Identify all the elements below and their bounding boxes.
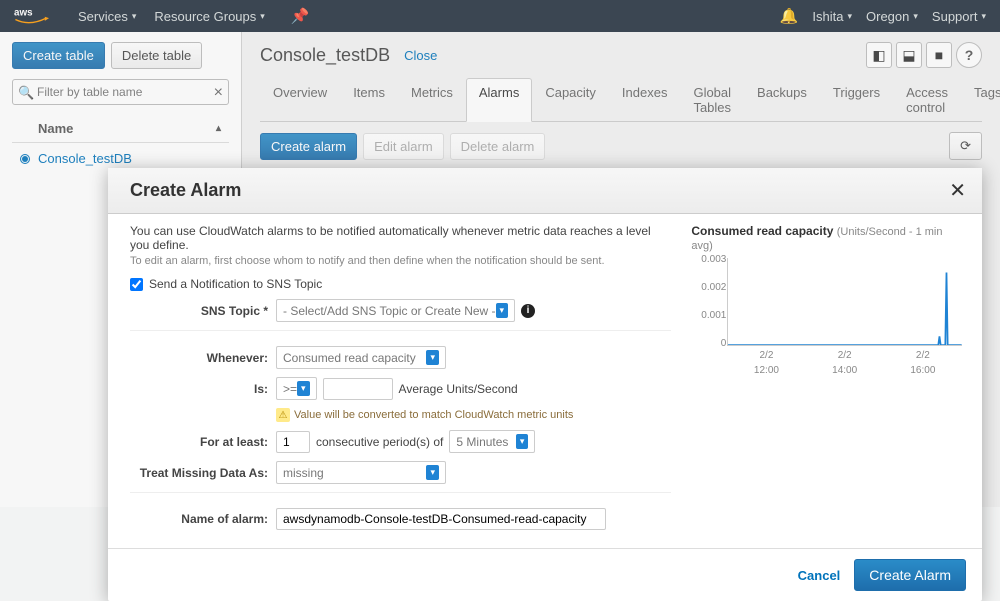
for-mid-text: consecutive period(s) of [316, 435, 443, 449]
is-label: Is: [130, 382, 276, 396]
is-operator-select[interactable]: >=▾ [276, 377, 317, 400]
sns-topic-select[interactable]: - Select/Add SNS Topic or Create New -▾ [276, 299, 515, 322]
alarm-name-label: Name of alarm: [130, 512, 276, 526]
chart-title: Consumed read capacity (Units/Second - 1… [691, 224, 962, 252]
modal-title: Create Alarm [130, 180, 241, 201]
info-icon[interactable]: i [521, 304, 535, 318]
warning-icon: ⚠ [276, 408, 290, 422]
alarm-name-input[interactable] [276, 508, 606, 530]
missing-data-label: Treat Missing Data As: [130, 466, 276, 480]
modal-desc: You can use CloudWatch alarms to be noti… [130, 224, 671, 252]
cancel-button[interactable]: Cancel [798, 568, 841, 583]
whenever-label: Whenever: [130, 351, 276, 365]
send-notification-checkbox[interactable] [130, 278, 143, 291]
is-value-input[interactable] [323, 378, 393, 400]
sns-topic-label: SNS Topic * [130, 304, 276, 318]
warning-text: Value will be converted to match CloudWa… [294, 409, 573, 421]
for-value-input[interactable] [276, 431, 310, 453]
create-alarm-modal: Create Alarm ✕ You can use CloudWatch al… [108, 168, 982, 601]
for-period-select[interactable]: 5 Minutes▾ [449, 430, 535, 453]
is-suffix: Average Units/Second [399, 382, 518, 396]
close-icon[interactable]: ✕ [949, 178, 966, 203]
create-alarm-submit-button[interactable]: Create Alarm [854, 559, 966, 591]
whenever-select[interactable]: Consumed read capacity▾ [276, 346, 446, 369]
missing-data-select[interactable]: missing▾ [276, 461, 446, 484]
send-notification-label: Send a Notification to SNS Topic [149, 277, 322, 291]
for-at-least-label: For at least: [130, 435, 276, 449]
modal-subdesc: To edit an alarm, first choose whom to n… [130, 255, 671, 267]
consumed-read-capacity-chart: 0.0030.0020.0010 [727, 258, 962, 346]
